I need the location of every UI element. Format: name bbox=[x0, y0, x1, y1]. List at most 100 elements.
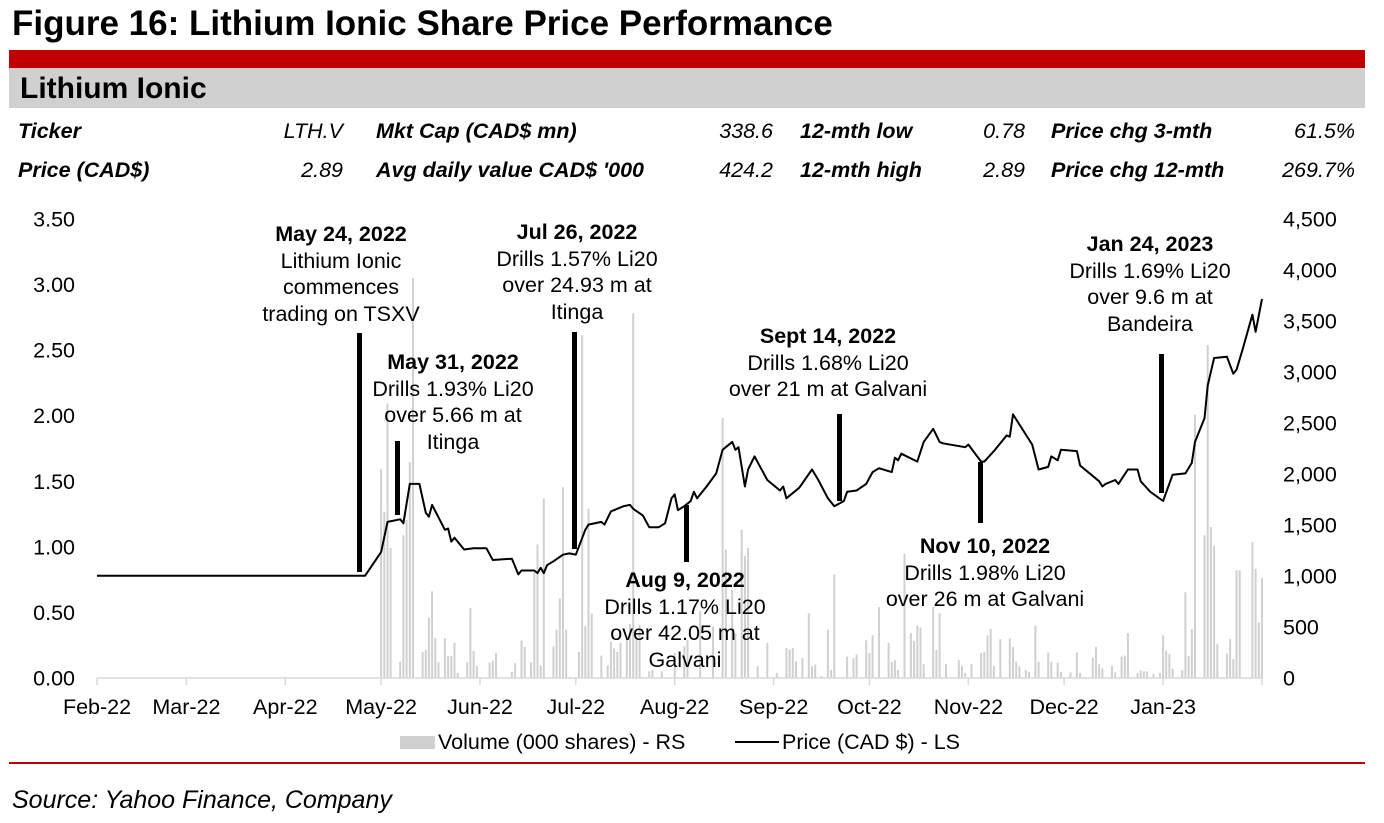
volume-bar bbox=[510, 671, 513, 678]
volume-bar bbox=[1235, 570, 1238, 678]
volume-bar bbox=[1254, 568, 1257, 678]
y-left-tick-label: 0.00 bbox=[33, 667, 75, 691]
volume-bar bbox=[1257, 622, 1260, 678]
volume-bar bbox=[999, 639, 1002, 678]
volume-bar bbox=[488, 662, 491, 678]
volume-bar bbox=[1012, 646, 1014, 678]
volume-bar bbox=[1152, 673, 1155, 678]
volume-bar bbox=[775, 672, 778, 678]
annotation-title: May 24, 2022 bbox=[275, 222, 407, 246]
annotation-title: Jul 26, 2022 bbox=[516, 220, 638, 244]
volume-bar bbox=[447, 656, 450, 678]
volume-bar bbox=[1216, 643, 1219, 678]
volume-bar bbox=[961, 665, 963, 678]
volume-bar bbox=[1056, 662, 1059, 678]
company-band: Lithium Ionic bbox=[9, 68, 1365, 108]
volume-bar bbox=[1139, 670, 1142, 678]
volume-bar bbox=[1146, 671, 1149, 678]
volume-bar bbox=[878, 607, 880, 678]
volume-bar bbox=[578, 652, 580, 678]
volume-bar bbox=[1162, 635, 1165, 678]
volume-bar bbox=[919, 627, 922, 678]
volume-bar bbox=[795, 661, 797, 678]
volume-bar bbox=[855, 654, 858, 678]
y-right-tick-label: 4,000 bbox=[1283, 259, 1337, 283]
volume-bar bbox=[443, 638, 446, 678]
annotation-line: Drills 1.69% Li20 bbox=[1069, 258, 1231, 283]
volume-bar bbox=[1114, 672, 1117, 678]
volume-bar bbox=[530, 662, 533, 678]
x-tick-label: Dec-22 bbox=[1029, 695, 1098, 719]
volume-bar bbox=[536, 544, 539, 678]
volume-bar bbox=[389, 548, 392, 678]
volume-bar bbox=[957, 660, 960, 678]
volume-bar bbox=[785, 647, 788, 678]
stat-value-price-chg-3m: 61.5% bbox=[1294, 119, 1355, 143]
volume-bar bbox=[938, 613, 941, 678]
x-tick-label: Jun-22 bbox=[447, 695, 513, 719]
x-tick-label: Feb-22 bbox=[63, 695, 131, 719]
volume-bar bbox=[469, 608, 472, 678]
stat-label-price-chg-3m: Price chg 3-mth bbox=[1051, 119, 1213, 143]
volume-bar bbox=[1018, 666, 1021, 678]
x-tick-label: Aug-22 bbox=[640, 695, 709, 719]
volume-bar bbox=[734, 633, 737, 678]
y-left-tick-label: 2.00 bbox=[33, 404, 75, 428]
annotation-jan-24-2023: Jan 24, 2023 Drills 1.69% Li20 over 9.6 … bbox=[1000, 231, 1300, 337]
legend-price-label: Price (CAD $) - LS bbox=[782, 730, 961, 754]
volume-bar bbox=[964, 672, 967, 678]
annotation-title: Aug 9, 2022 bbox=[625, 568, 745, 592]
annotation-line: over 9.6 m at bbox=[1087, 285, 1213, 309]
stat-label-12m-low: 12-mth low bbox=[800, 119, 913, 143]
volume-bar bbox=[632, 313, 635, 678]
annotation-marker bbox=[978, 462, 983, 523]
volume-bar bbox=[1184, 592, 1187, 678]
volume-bar bbox=[801, 658, 804, 678]
annotation-title: May 31, 2022 bbox=[387, 350, 519, 374]
stats-row: Price (CAD$) 2.89 Avg daily value CAD$ '… bbox=[0, 157, 1384, 183]
volume-bar bbox=[587, 508, 590, 678]
volume-bar bbox=[1168, 654, 1171, 678]
volume-bar bbox=[756, 666, 759, 678]
y-left-tick-label: 2.50 bbox=[33, 339, 75, 363]
source-note: Source: Yahoo Finance, Company bbox=[12, 786, 392, 814]
volume-bar bbox=[788, 649, 791, 678]
volume-bar bbox=[466, 662, 469, 678]
annotation-may-24-2022: May 24, 2022 Lithium Ionic commences tra… bbox=[191, 221, 491, 327]
stat-label-avg-daily-value: Avg daily value CAD$ '000 bbox=[376, 158, 645, 182]
volume-bar bbox=[386, 403, 389, 678]
volume-bar bbox=[916, 625, 919, 678]
volume-bar bbox=[1190, 629, 1193, 678]
volume-bar bbox=[453, 642, 456, 678]
volume-bar bbox=[558, 598, 561, 678]
title-rule bbox=[9, 50, 1365, 68]
y-right-tick-label: 4,500 bbox=[1283, 208, 1337, 232]
annotation-line: Drills 1.17% Li20 bbox=[604, 594, 766, 619]
volume-bar bbox=[935, 650, 938, 678]
stat-value-12m-low: 0.78 bbox=[983, 119, 1025, 143]
volume-bar bbox=[616, 652, 619, 678]
annotation-jul-26-2022: Jul 26, 2022 Drills 1.57% Li20 over 24.9… bbox=[427, 219, 727, 325]
volume-bar bbox=[731, 589, 734, 678]
volume-bar bbox=[562, 487, 564, 678]
volume-bar bbox=[1261, 578, 1263, 678]
volume-bar bbox=[434, 638, 437, 678]
volume-bar bbox=[1123, 655, 1126, 678]
volume-bar bbox=[1187, 656, 1190, 678]
volume-bar bbox=[903, 553, 906, 678]
stat-value-mkt-cap: 338.6 bbox=[719, 119, 773, 143]
volume-bar bbox=[565, 629, 568, 678]
volume-bar bbox=[871, 635, 874, 678]
volume-bar bbox=[412, 278, 414, 678]
volume-series bbox=[380, 278, 1263, 679]
volume-bar bbox=[405, 519, 408, 678]
y-right-tick-label: 3,000 bbox=[1283, 361, 1337, 385]
volume-bar bbox=[686, 639, 689, 679]
stat-label-price-chg-12m: Price chg 12-mth bbox=[1051, 158, 1225, 182]
volume-bar bbox=[830, 669, 833, 678]
footer-rule bbox=[9, 762, 1365, 764]
volume-bar bbox=[852, 658, 855, 678]
volume-bar bbox=[922, 664, 925, 678]
volume-bar bbox=[1251, 542, 1254, 678]
volume-bar bbox=[712, 626, 714, 678]
